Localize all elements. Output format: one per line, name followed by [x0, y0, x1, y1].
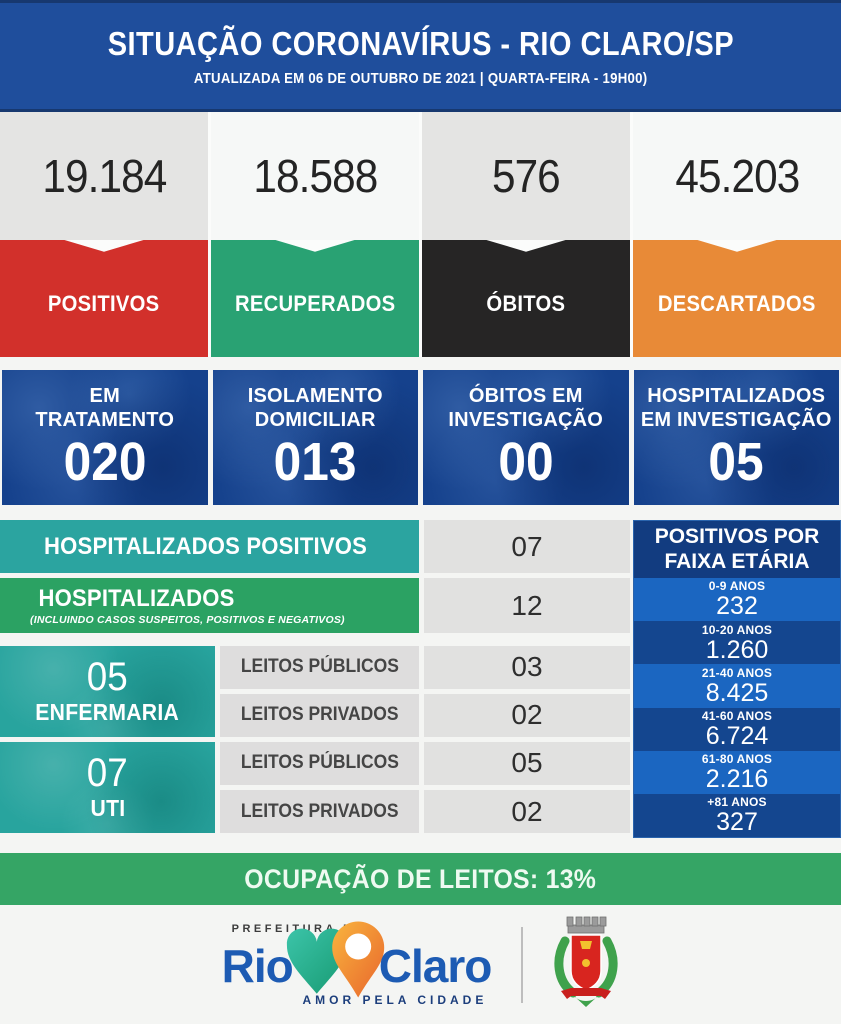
table-row: LEITOS PRIVADOS 02 — [220, 789, 630, 834]
age-row-10-20: 10-20 ANOS 1.260 — [634, 621, 840, 665]
ward-value: 07 — [87, 750, 128, 795]
box-obitos-investigacao: ÓBITOS EM INVESTIGAÇÃO 00 — [423, 370, 629, 505]
row-label-bar: HOSPITALIZADOS (INCLUINDO CASOS SUSPEITO… — [0, 578, 419, 633]
rio-claro-logo: PREFEITURA DE Rio — [221, 921, 493, 1007]
ward-summary: 07 UTI — [0, 741, 215, 834]
headline-stats-row: 19.184 POSITIVOS 18.588 RECUPERADOS 576 … — [0, 112, 841, 357]
age-row-0-9: 0-9 ANOS 232 — [634, 578, 840, 622]
heart-pin-icon — [285, 918, 389, 1007]
table-row: LEITOS PRIVADOS 02 — [220, 693, 630, 737]
page-title: SITUAÇÃO CORONAVÍRUS - RIO CLARO/SP — [107, 25, 734, 62]
logo-word-claro: Claro — [378, 939, 493, 992]
row-hospitalizados-total: HOSPITALIZADOS (INCLUINDO CASOS SUSPEITO… — [0, 578, 630, 633]
row-label: LEITOS PRIVADOS — [220, 693, 419, 737]
age-panel-title: POSITIVOS POR FAIXA ETÁRIA — [634, 521, 840, 578]
age-row-81-plus: +81 ANOS 327 — [634, 793, 840, 838]
row-label: LEITOS PRIVADOS — [220, 789, 419, 834]
stat-label: POSITIVOS — [0, 240, 208, 357]
row-sublabel: (INCLUINDO CASOS SUSPEITOS, POSITIVOS E … — [30, 614, 345, 627]
row-label: LEITOS PÚBLICOS — [220, 645, 419, 689]
row-hospitalizados-positivos: HOSPITALIZADOS POSITIVOS 07 — [0, 520, 630, 574]
status-boxes-row: EM TRATAMENTO 020 ISOLAMENTO DOMICILIAR … — [0, 370, 841, 505]
ward-name: UTI — [90, 794, 125, 821]
stat-value: 576 — [422, 112, 630, 240]
row-label-bar: HOSPITALIZADOS POSITIVOS — [0, 520, 419, 574]
stat-recuperados: 18.588 RECUPERADOS — [211, 112, 419, 357]
logo-wordmark: Rio — [221, 921, 493, 998]
stat-descartados: 45.203 DESCARTADOS — [633, 112, 841, 357]
ward-enfermaria: 05 ENFERMARIA LEITOS PÚBLICOS 03 LEITOS … — [0, 645, 630, 737]
hospitalization-table: HOSPITALIZADOS POSITIVOS 07 HOSPITALIZAD… — [0, 520, 630, 838]
box-isolamento-domiciliar: ISOLAMENTO DOMICILIAR 013 — [212, 370, 418, 505]
coat-of-arms-icon — [553, 915, 619, 1014]
footer: PREFEITURA DE Rio — [0, 905, 841, 1024]
box-hospitalizados-investigacao: HOSPITALIZADOS EM INVESTIGAÇÃO 05 — [633, 370, 839, 505]
stat-label: DESCARTADOS — [633, 240, 841, 357]
stat-value: 19.184 — [0, 112, 208, 240]
stat-label: ÓBITOS — [422, 240, 630, 357]
age-row-21-40: 21-40 ANOS 8.425 — [634, 664, 840, 708]
box-value: 020 — [63, 432, 147, 493]
footer-divider — [521, 926, 524, 1003]
logo-tagline: AMOR PELA CIDADE — [302, 992, 488, 1007]
ward-uti: 07 UTI LEITOS PÚBLICOS 05 LEITOS PRIVADO… — [0, 741, 630, 834]
stat-label: RECUPERADOS — [211, 240, 419, 357]
update-timestamp: ATUALIZADA EM 06 DE OUTUBRO DE 2021 | QU… — [193, 70, 648, 87]
table-row: LEITOS PÚBLICOS 03 — [220, 645, 630, 689]
row-value: 03 — [424, 645, 630, 689]
ward-rows: LEITOS PÚBLICOS 03 LEITOS PRIVADOS 02 — [220, 645, 630, 737]
hospitalization-section: HOSPITALIZADOS POSITIVOS 07 HOSPITALIZAD… — [0, 520, 841, 838]
row-value: 05 — [424, 741, 630, 785]
age-row-41-60: 41-60 ANOS 6.724 — [634, 707, 840, 751]
box-value: 05 — [708, 432, 764, 493]
stat-obitos: 576 ÓBITOS — [422, 112, 630, 357]
table-row: LEITOS PÚBLICOS 05 — [220, 741, 630, 785]
row-label: LEITOS PÚBLICOS — [220, 741, 419, 785]
stat-value: 18.588 — [211, 112, 419, 240]
stat-positivos: 19.184 POSITIVOS — [0, 112, 208, 357]
positives-by-age-panel: POSITIVOS POR FAIXA ETÁRIA 0-9 ANOS 232 … — [633, 520, 841, 838]
header-banner: SITUAÇÃO CORONAVÍRUS - RIO CLARO/SP ATUA… — [0, 0, 841, 112]
row-value: 02 — [424, 693, 630, 737]
bed-occupancy-bar: OCUPAÇÃO DE LEITOS: 13% — [0, 853, 841, 905]
box-label: ÓBITOS EM INVESTIGAÇÃO — [448, 385, 604, 432]
box-value: 013 — [273, 432, 357, 493]
box-em-tratamento: EM TRATAMENTO 020 — [2, 370, 208, 505]
box-label: EM TRATAMENTO — [35, 385, 175, 432]
box-label: ISOLAMENTO DOMICILIAR — [247, 385, 383, 432]
row-value: 07 — [424, 520, 630, 574]
box-label: HOSPITALIZADOS EM INVESTIGAÇÃO — [640, 385, 832, 432]
box-value: 00 — [498, 432, 554, 493]
ward-summary: 05 ENFERMARIA — [0, 645, 215, 737]
ward-value: 05 — [87, 654, 128, 699]
ward-rows: LEITOS PÚBLICOS 05 LEITOS PRIVADOS 02 — [220, 741, 630, 834]
row-value: 02 — [424, 789, 630, 834]
stat-value: 45.203 — [633, 112, 841, 240]
age-row-61-80: 61-80 ANOS 2.216 — [634, 750, 840, 794]
bed-occupancy-text: OCUPAÇÃO DE LEITOS: 13% — [244, 863, 597, 894]
ward-name: ENFERMARIA — [35, 698, 180, 725]
logo-word-rio: Rio — [221, 939, 294, 992]
row-value: 12 — [424, 578, 630, 633]
